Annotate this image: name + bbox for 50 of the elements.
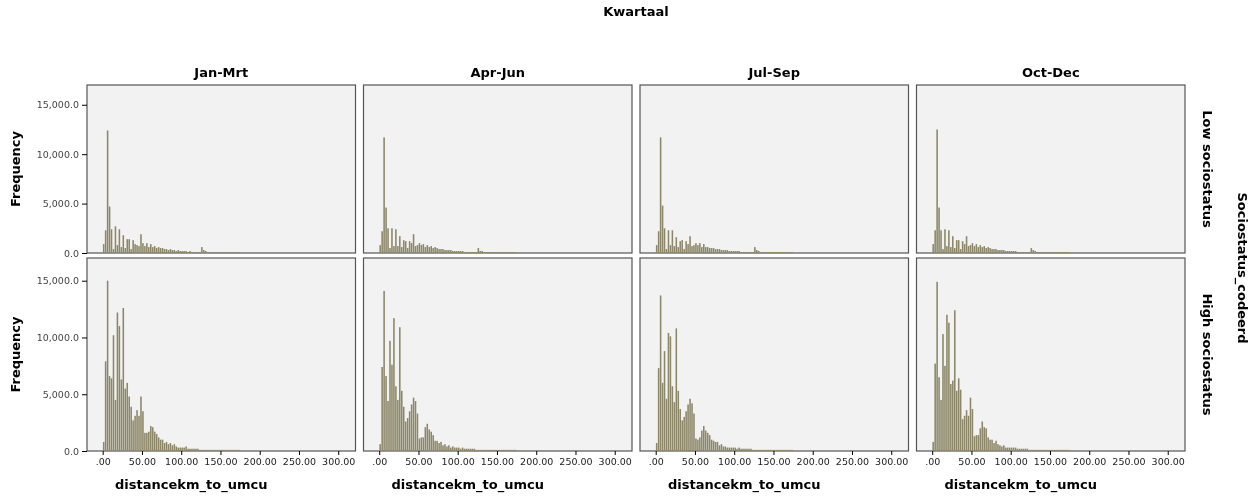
y-tick-label: 10,000.0	[36, 148, 79, 160]
x-tick-label: 100.00	[994, 455, 1028, 467]
y-tick-label: 15,000.0	[36, 99, 79, 111]
y-axis-title: Frequency	[8, 315, 23, 393]
x-tick-label: .00	[925, 455, 941, 467]
x-tick-label: 250.00	[1112, 455, 1146, 467]
y-tick-label: 0.0	[63, 247, 79, 259]
x-tick-label: 200.00	[243, 455, 277, 467]
x-tick-label: .00	[95, 455, 111, 467]
x-tick-label: 150.00	[480, 455, 515, 467]
y-tick-label: 0.0	[63, 445, 79, 457]
x-tick-label: 100.00	[165, 455, 199, 467]
x-tick-label: 250.00	[559, 455, 593, 467]
x-tick-label: 250.00	[282, 455, 317, 467]
x-tick-label: .00	[372, 455, 388, 467]
y-tick-label: 10,000.0	[36, 332, 79, 344]
x-tick-label: 300.00	[322, 455, 356, 467]
y-tick-label: 5,000.0	[42, 388, 79, 400]
x-tick-label: 50.00	[958, 455, 986, 467]
y2-axis-title: High sociostatus	[1200, 293, 1215, 416]
text: Kwartaal	[603, 4, 669, 19]
x-tick-label: 150.00	[1033, 455, 1068, 467]
x-tick-label: 50.00	[681, 455, 710, 467]
x-tick-label: 300.00	[598, 455, 632, 467]
x-tick-label: 150.00	[757, 455, 791, 467]
y-axis-title: Frequency	[8, 130, 23, 208]
y-tick-label: 15,000.0	[36, 275, 79, 287]
chart-title: Oct-Dec	[1021, 65, 1080, 80]
x-tick-label: 300.00	[1151, 455, 1185, 467]
x-tick-label: 200.00	[1073, 455, 1107, 467]
x-tick-label: .00	[648, 455, 664, 467]
x-tick-label: 250.00	[835, 455, 870, 467]
x-axis-title: distancekm_to_umcu	[668, 477, 821, 493]
text: Sociostatus_codeerd	[1234, 192, 1250, 344]
x-axis-title: distancekm_to_umcu	[391, 477, 544, 493]
x-tick-label: 50.00	[128, 455, 157, 467]
y2-axis-title: Low sociostatus	[1200, 110, 1215, 228]
x-tick-label: 50.00	[405, 455, 433, 467]
chart-title: Jan-Mrt	[193, 65, 249, 80]
chart-title: Apr-Jun	[470, 65, 526, 80]
chart-title: Jul-Sep	[747, 65, 800, 80]
x-tick-label: 100.00	[441, 455, 475, 467]
x-tick-label: 150.00	[204, 455, 238, 467]
x-axis-title: distancekm_to_umcu	[115, 477, 268, 493]
x-tick-label: 300.00	[875, 455, 909, 467]
y-tick-label: 5,000.0	[42, 198, 79, 210]
x-axis-title: distancekm_to_umcu	[944, 477, 1097, 493]
x-tick-label: 100.00	[718, 455, 752, 467]
x-tick-label: 200.00	[520, 455, 554, 467]
x-tick-label: 200.00	[796, 455, 830, 467]
